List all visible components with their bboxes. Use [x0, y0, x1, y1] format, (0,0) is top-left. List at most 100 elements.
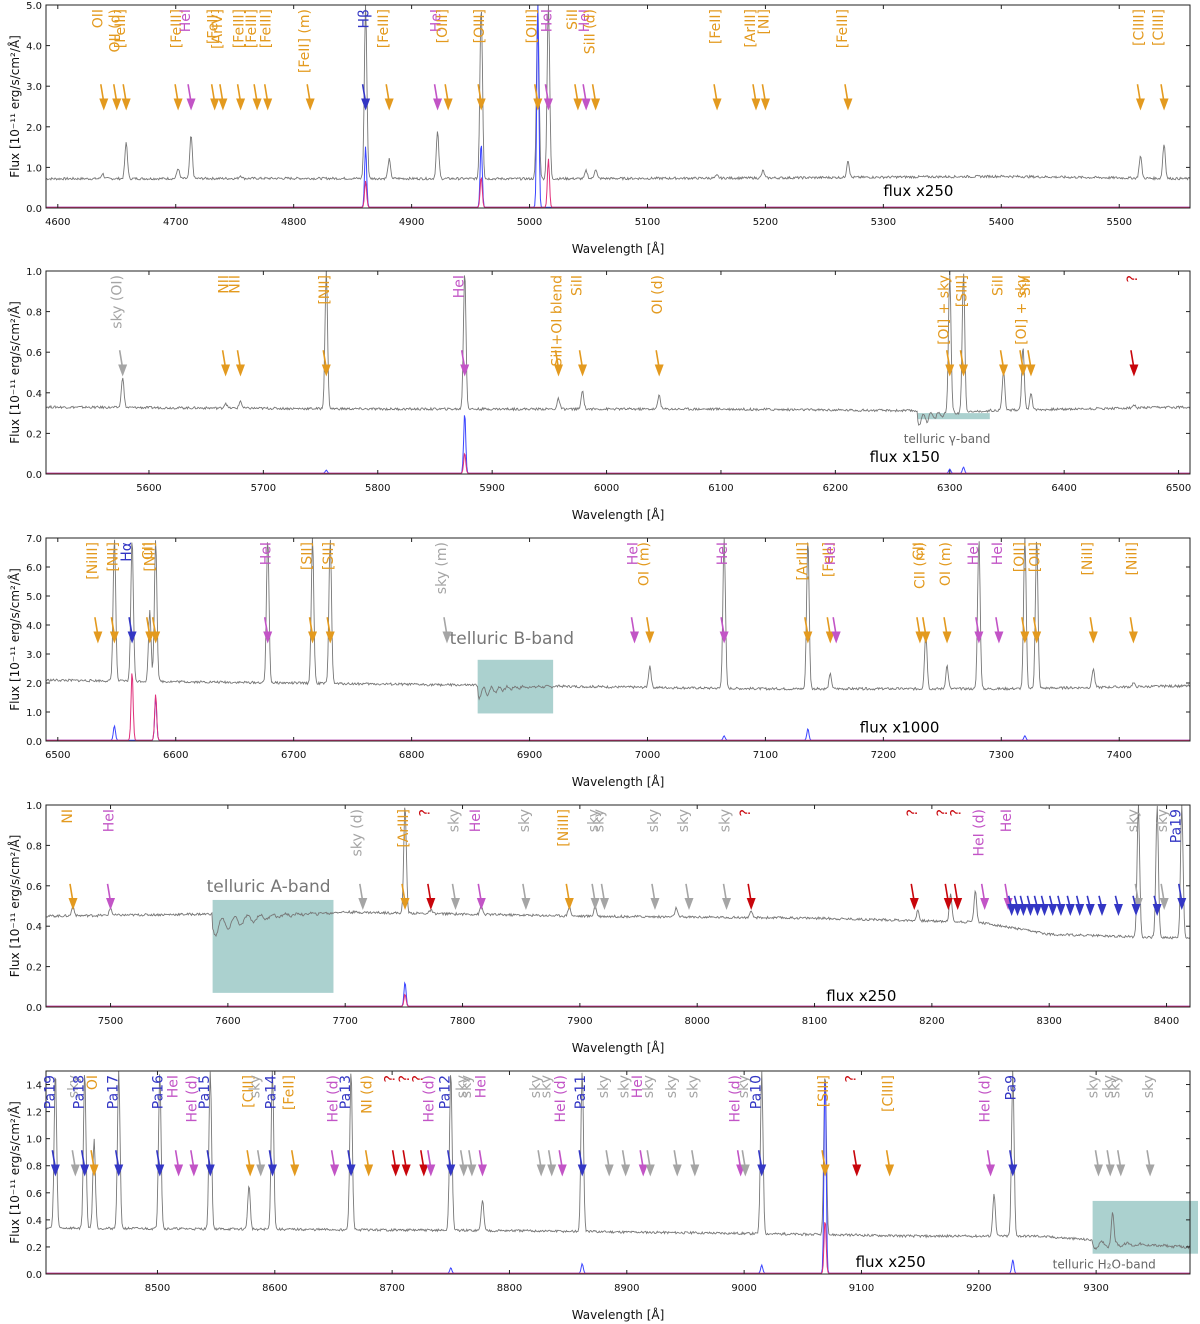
- line-label: [SIII]: [816, 1075, 832, 1107]
- line-id-4-17: ?: [949, 809, 965, 910]
- line-label: ?: [738, 809, 754, 816]
- paschen-arrow-4: [1032, 895, 1042, 916]
- telluric-band-label: telluric A-band: [207, 877, 331, 897]
- y-tick-label: 1.0: [26, 801, 42, 812]
- line-id-1-12: [FeIII]: [376, 9, 394, 111]
- line-id-2-6: SiII: [569, 275, 588, 377]
- line-arrow: [109, 617, 119, 644]
- line-id-3-18: HeI: [966, 542, 984, 644]
- line-label: SiII: [990, 275, 1006, 296]
- line-label: sky (OI): [110, 275, 126, 329]
- line-id-5-16: ?: [383, 1075, 401, 1177]
- line-arrow: [401, 1150, 411, 1177]
- line-arrow: [803, 617, 813, 644]
- paschen-arrow-0: [1007, 895, 1017, 916]
- line-label: OI: [85, 1075, 101, 1090]
- line-label: sky: [1101, 1075, 1117, 1098]
- line-label: ?: [844, 1075, 860, 1082]
- line-id-1-8: [FeIII]: [244, 9, 262, 111]
- y-tick-label: 5.0: [26, 1, 42, 12]
- line-label: ?: [411, 1075, 427, 1082]
- line-arrow: [391, 1150, 401, 1177]
- scale-factor-label: flux x250: [883, 182, 953, 200]
- x-tick-label: 9300: [1083, 1283, 1108, 1294]
- y-tick-label: 4.0: [26, 42, 42, 53]
- x-tick-label: 5300: [871, 217, 896, 228]
- y-tick-label: 3.0: [26, 650, 42, 661]
- y-tick-label: 0.2: [26, 429, 42, 440]
- line-label: Pa10: [749, 1075, 765, 1109]
- line-arrow: [1032, 617, 1042, 644]
- x-tick-label: 7800: [450, 1016, 475, 1027]
- line-id-3-15: CII: [911, 542, 927, 644]
- line-label: [SIII]: [954, 275, 970, 307]
- line-arrow: [151, 617, 161, 644]
- telluric-band-label: telluric γ-band: [904, 432, 991, 446]
- line-id-1-23: [NI]: [756, 9, 772, 111]
- line-arrow: [740, 1150, 750, 1177]
- y-tick-label: 0.0: [26, 1270, 42, 1281]
- line-id-5-8: Pa15: [197, 1075, 215, 1177]
- line-id-5-43: sky: [1101, 1075, 1117, 1177]
- line-id-1-26: [ClIII]: [1151, 9, 1169, 111]
- line-id-5-32: sky: [664, 1075, 682, 1177]
- line-label: [FeII]: [206, 9, 222, 44]
- y-tick-label: 0.0: [26, 204, 42, 215]
- line-arrow: [442, 617, 452, 644]
- line-id-4-19: HeI: [999, 809, 1015, 910]
- line-id-5-20: Pa12: [438, 1075, 456, 1177]
- y-axis-title: Flux [10⁻¹¹ erg/s/cm²/Å]: [7, 568, 22, 711]
- line-label: Pa19: [42, 1075, 58, 1109]
- line-arrow: [364, 1150, 374, 1177]
- line-arrow: [536, 1150, 546, 1177]
- telluric-band-label: telluric H₂O-band: [1053, 1258, 1156, 1272]
- line-label: HeI: [452, 275, 468, 298]
- line-id-3-21: [OII]: [1028, 542, 1044, 644]
- line-label: Pa18: [72, 1075, 88, 1109]
- line-label: sky: [446, 809, 462, 832]
- raw-spectrum-blue: [46, 1082, 1190, 1274]
- line-id-1-7: [FeIII]: [231, 9, 247, 111]
- line-id-4-22: Pa19: [1169, 809, 1187, 910]
- line-arrow: [654, 350, 664, 377]
- line-label: Pa12: [438, 1075, 454, 1109]
- line-id-5-9: [ClII]: [241, 1075, 257, 1177]
- line-label: sky: [1108, 1075, 1124, 1098]
- x-axis-title: Wavelength [Å]: [572, 1307, 665, 1322]
- x-tick-label: 4600: [45, 217, 70, 228]
- line-arrow: [305, 84, 315, 111]
- line-arrow: [820, 1150, 830, 1177]
- line-id-5-11: Pa14: [263, 1075, 279, 1177]
- line-arrow: [1159, 883, 1169, 910]
- line-label: [OI] + sky: [1014, 275, 1030, 345]
- line-id-5-44: sky: [1108, 1075, 1126, 1177]
- line-id-3-19: HeI: [990, 542, 1006, 644]
- y-tick-label: 7.0: [26, 534, 42, 545]
- line-label: [OII]: [1028, 542, 1044, 572]
- x-tick-label: 7400: [1107, 750, 1132, 761]
- line-id-3-20: [OII]: [1012, 542, 1030, 644]
- line-arrow: [145, 617, 155, 644]
- line-arrow: [121, 84, 131, 111]
- line-id-4-0: NI: [60, 809, 78, 910]
- line-arrow: [236, 84, 246, 111]
- line-arrow: [476, 84, 486, 111]
- line-label: ?: [418, 809, 434, 816]
- x-tick-label: 8200: [919, 1016, 944, 1027]
- line-arrow: [263, 617, 273, 644]
- x-tick-label: 5200: [753, 217, 778, 228]
- paschen-arrow-10: [1085, 895, 1095, 916]
- line-label: HeI (d): [972, 809, 988, 857]
- paschen-arrow-13: [1131, 895, 1141, 916]
- line-label: ?: [397, 1075, 413, 1082]
- line-arrow: [235, 350, 245, 377]
- line-label: HeI (d): [326, 1075, 342, 1123]
- line-arrow: [746, 883, 756, 910]
- line-id-3-23: [NiII]: [1124, 542, 1140, 644]
- line-arrow: [712, 84, 722, 111]
- x-tick-label: 7100: [753, 750, 778, 761]
- line-label: [ClIII]: [1131, 9, 1147, 46]
- line-id-1-20: SiII (d): [582, 9, 601, 111]
- line-label: SiII: [569, 275, 585, 296]
- line-id-4-5: sky: [446, 809, 462, 910]
